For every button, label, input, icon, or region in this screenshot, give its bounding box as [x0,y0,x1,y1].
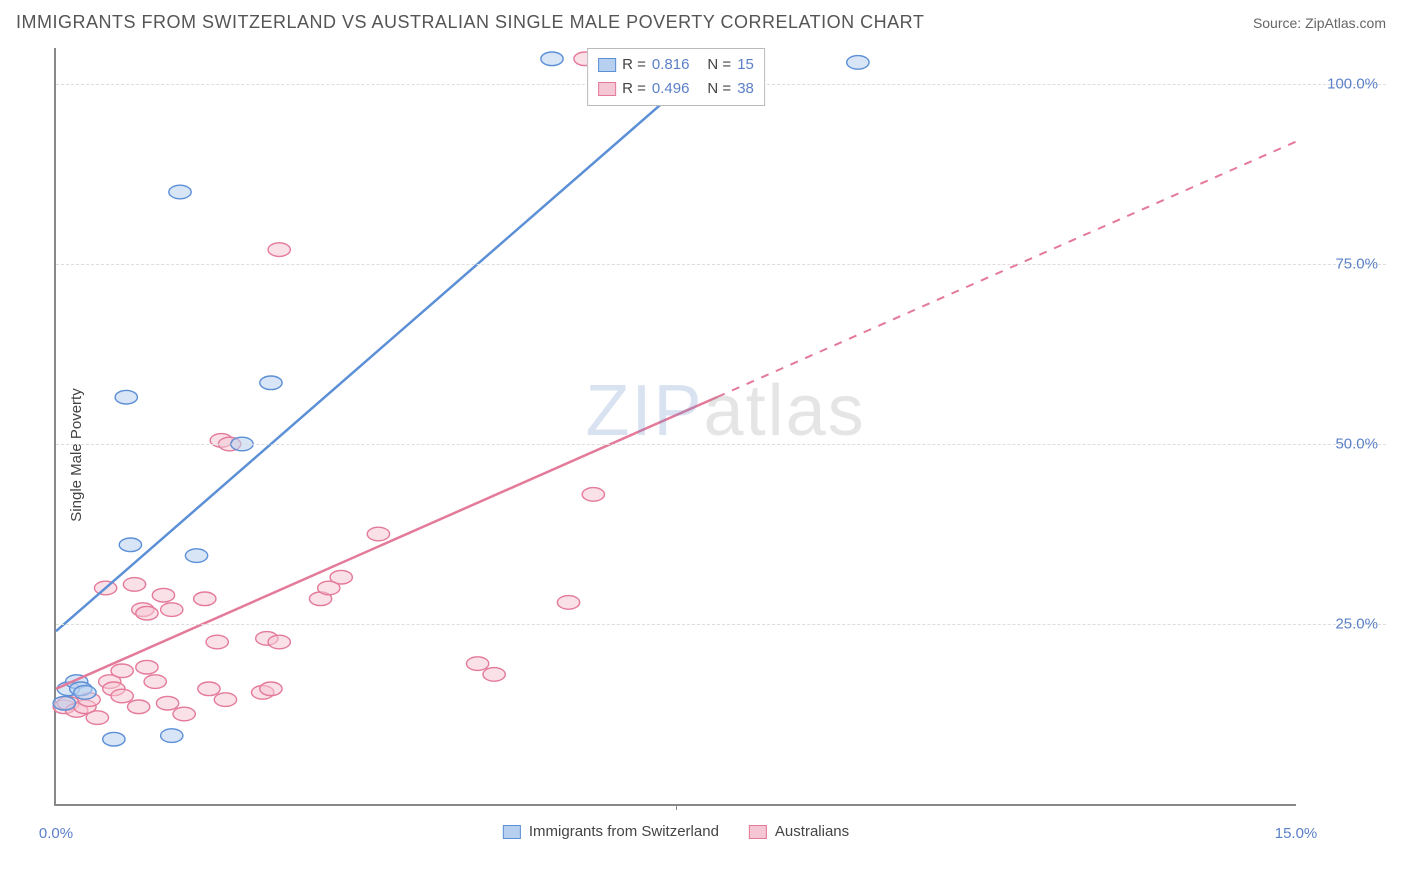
series-legend-item: Immigrants from Switzerland [503,823,719,840]
data-point [557,596,579,610]
series-label: Australians [775,823,849,840]
legend-row: R = 0.816 N = 15 [598,53,754,77]
data-point [214,693,236,707]
legend-swatch [503,825,521,839]
legend-r-value: 0.816 [652,53,690,77]
plot-svg [56,48,1296,804]
legend-r-value: 0.496 [652,77,690,101]
data-point [847,56,869,70]
x-tick-label: 0.0% [39,825,73,842]
data-point [136,606,158,620]
gridline [56,264,1386,265]
data-point [260,376,282,390]
trend-line [56,55,717,631]
data-point [483,668,505,682]
data-point [111,689,133,703]
source-name[interactable]: ZipAtlas.com [1305,15,1386,31]
data-point [198,682,220,696]
legend-swatch [598,82,616,96]
data-point [119,538,141,552]
data-point [173,707,195,721]
plot-area: ZIPatlas R = 0.816 N = 15 R = 0.496 N = … [54,48,1296,806]
data-point [268,243,290,257]
series-label: Immigrants from Switzerland [529,823,719,840]
legend-n-value: 38 [737,77,754,101]
data-point [74,686,96,700]
data-point [103,732,125,746]
legend-n-label: N = [707,53,731,77]
data-point [260,682,282,696]
legend-n-value: 15 [737,53,754,77]
data-point [86,711,108,725]
data-point [128,700,150,714]
y-tick-label: 25.0% [1335,616,1378,633]
data-point [123,578,145,592]
data-point [156,696,178,710]
chart-title: IMMIGRANTS FROM SWITZERLAND VS AUSTRALIA… [16,12,924,33]
chart-container: Single Male Poverty ZIPatlas R = 0.816 N… [16,48,1386,862]
legend-r-label: R = [622,77,646,101]
trend-line-dashed [717,142,1296,397]
legend-r-label: R = [622,53,646,77]
data-point [466,657,488,671]
trend-line [56,397,717,689]
gridline [56,444,1386,445]
data-point [206,635,228,649]
source-label: Source: [1253,15,1301,31]
data-point [136,660,158,674]
legend-row: R = 0.496 N = 38 [598,77,754,101]
y-tick-label: 50.0% [1335,436,1378,453]
data-point [318,581,340,595]
gridline [56,624,1386,625]
x-tick-label: 15.0% [1275,825,1318,842]
x-tick-mark [676,804,677,810]
series-legend-item: Australians [749,823,849,840]
legend-n-label: N = [707,77,731,101]
data-point [53,696,75,710]
data-point [152,588,174,602]
data-point [169,185,191,199]
data-point [367,527,389,541]
data-point [541,52,563,66]
legend-swatch [749,825,767,839]
data-point [268,635,290,649]
y-tick-label: 100.0% [1327,76,1378,93]
data-point [115,390,137,404]
series-legend: Immigrants from Switzerland Australians [503,823,849,840]
legend-swatch [598,58,616,72]
data-point [582,488,604,502]
data-point [144,675,166,689]
y-tick-label: 75.0% [1335,256,1378,273]
data-point [161,603,183,617]
data-point [111,664,133,678]
source: Source: ZipAtlas.com [1253,15,1386,31]
data-point [185,549,207,563]
data-point [194,592,216,606]
data-point [161,729,183,743]
correlation-legend: R = 0.816 N = 15 R = 0.496 N = 38 [587,48,765,106]
